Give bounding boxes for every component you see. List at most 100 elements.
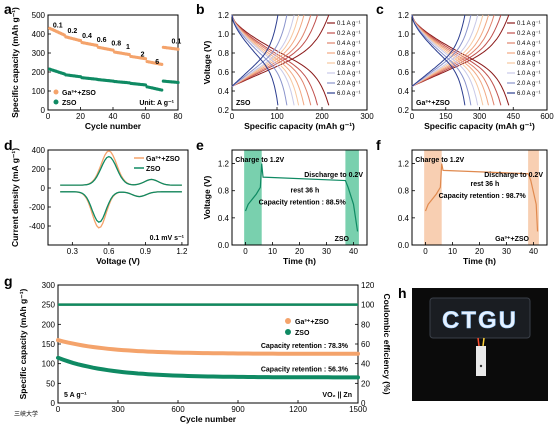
y-tick-label: 0.2 (398, 106, 410, 115)
rate-label: 0.1 (53, 22, 63, 29)
x-tick-label: 40 (109, 112, 118, 121)
y-tick-label: 300 (32, 49, 46, 58)
rate-label: 0.6 (97, 37, 107, 44)
discharge-curve (411, 14, 472, 106)
y-tick-label: 0.8 (398, 49, 410, 58)
legend-label: 0.2 A g⁻¹ (337, 31, 361, 37)
unit-note: Unit: A g⁻¹ (139, 100, 174, 107)
y-tick-label: 1.0 (218, 30, 230, 39)
legend-label: ZSO (62, 100, 77, 107)
rate-label: 0.4 (82, 33, 92, 40)
legend-label: 0.6 A g⁻¹ (517, 51, 541, 57)
sample-note: ZSO (335, 236, 350, 243)
legend-label: Ga³⁺+ZSO (146, 156, 180, 163)
x-tick-label: 1.2 (176, 247, 188, 256)
y-tick-label: 0 (41, 106, 46, 115)
charge-curve (411, 14, 510, 87)
y-tick-label: 50 (46, 379, 55, 388)
x-tick-label: 0.3 (67, 247, 79, 256)
y-tick-label: 1.2 (398, 160, 410, 169)
x-axis-label: Cycle number (180, 414, 237, 424)
x-tick-label: 30 (502, 247, 511, 256)
y2-axis-label: Coulombic efficiency (%) (382, 293, 392, 394)
y-tick-label: 1.2 (398, 11, 410, 20)
legend-label: 0.4 A g⁻¹ (337, 41, 361, 47)
panel-d: d 0.3 0.6 0.9 1.2 -400 -200 0 200 400 Voltage (V) C… (4, 137, 189, 266)
panel-letter: g (4, 273, 13, 289)
legend-label: 0.6 A g⁻¹ (337, 51, 361, 57)
rate-label: 0.2 (68, 28, 78, 35)
y-tick-label: 100 (42, 360, 56, 369)
rate-label: 0.1 (172, 39, 182, 46)
legend-marker (285, 329, 291, 335)
discharge-curve (231, 14, 318, 106)
legend-label: 0.1 A g⁻¹ (517, 21, 541, 27)
battery-dot (479, 364, 483, 368)
y-tick-label: 300 (42, 281, 56, 290)
panel-letter: f (376, 137, 381, 153)
x-tick-label: 60 (141, 112, 150, 121)
axes-frame (231, 14, 368, 111)
y-axis-label: Specific capacity (mAh g⁻¹) (18, 288, 28, 399)
discharge-curve (411, 14, 484, 106)
y2-tick-label: 40 (361, 360, 370, 369)
y-axis-label: Voltage (V) (202, 175, 212, 219)
rate-label: 6 (155, 59, 159, 66)
discharge-curve (231, 14, 295, 106)
wire-yellow (482, 337, 485, 347)
x-tick-label: 20 (295, 247, 304, 256)
charge-label: Charge to 1.2V (235, 157, 284, 164)
capacity-trace (56, 338, 360, 356)
y2-tick-label: 100 (361, 301, 375, 310)
x-tick-label: 0 (243, 247, 248, 256)
x-tick-label: 600 (540, 112, 554, 121)
rate-label: 2 (141, 51, 145, 58)
discharge-curve (411, 14, 479, 106)
data-point (176, 47, 180, 51)
legend-label: 0.4 A g⁻¹ (517, 41, 541, 47)
legend-label: ZSO (295, 330, 310, 337)
voltage-curve (424, 163, 539, 232)
discharge-curve (411, 14, 502, 106)
retention-label: Capacity retention : 98.7% (439, 193, 527, 200)
axes-frame (47, 149, 189, 246)
panel-letter: a (4, 1, 12, 17)
panel-e: e 0 10 20 30 40 0.0 0.4 0.8 1.2 Time (h) Voltage (V… (196, 137, 368, 266)
x-tick-label: 20 (76, 112, 85, 121)
panel-f: f 0 10 20 30 40 0.0 0.4 0.8 1.2 Time (h) Charge to … (376, 137, 548, 266)
legend-marker (285, 318, 291, 324)
x-tick-label: 80 (174, 112, 183, 121)
panel-b: b 0 100 200 300 0.2 0.4 0.6 0.8 1.0 1.2 Specific ca… (196, 1, 374, 131)
legend-label: Ga³⁺+ZSO (295, 319, 329, 326)
discharge-curve (411, 14, 466, 106)
legend-label: Ga³⁺+ZSO (62, 90, 96, 97)
legend-label: 0.1 A g⁻¹ (337, 21, 361, 27)
discharge-curve (231, 14, 288, 106)
y-axis-label: Specific capacity (mAh g⁻¹) (10, 7, 20, 118)
wire-red (477, 337, 480, 347)
watermark: 三峡大学 (14, 410, 38, 418)
cv-cathodic-curve (60, 191, 182, 229)
rest-label: rest 36 h (291, 188, 320, 195)
legend-label: 0.8 A g⁻¹ (517, 61, 541, 67)
y-tick-label: 400 (32, 146, 46, 155)
y-tick-label: 1.2 (218, 160, 230, 169)
y-tick-label: 0.4 (218, 214, 230, 223)
y2-tick-label: 20 (361, 379, 370, 388)
data-point (176, 80, 180, 85)
legend-label: 6.0 A g⁻¹ (337, 91, 361, 97)
y-axis-label: Voltage (V) (202, 40, 212, 84)
discharge-curve (231, 14, 279, 106)
y-tick-label: 0.0 (398, 241, 410, 250)
x-tick-label: 0 (56, 405, 61, 414)
legend-marker (53, 89, 59, 95)
y-tick-label: 0.2 (218, 106, 230, 115)
legend-label: 0.8 A g⁻¹ (337, 61, 361, 67)
x-axis-label: Time (h) (283, 256, 316, 266)
x-tick-label: 0 (410, 112, 415, 121)
charge-label: Charge to 1.2V (415, 157, 464, 164)
x-tick-label: 0 (46, 112, 51, 121)
y-tick-label: 250 (42, 301, 56, 310)
x-tick-label: 30 (322, 247, 331, 256)
rate-label: 0.8 (111, 40, 121, 47)
